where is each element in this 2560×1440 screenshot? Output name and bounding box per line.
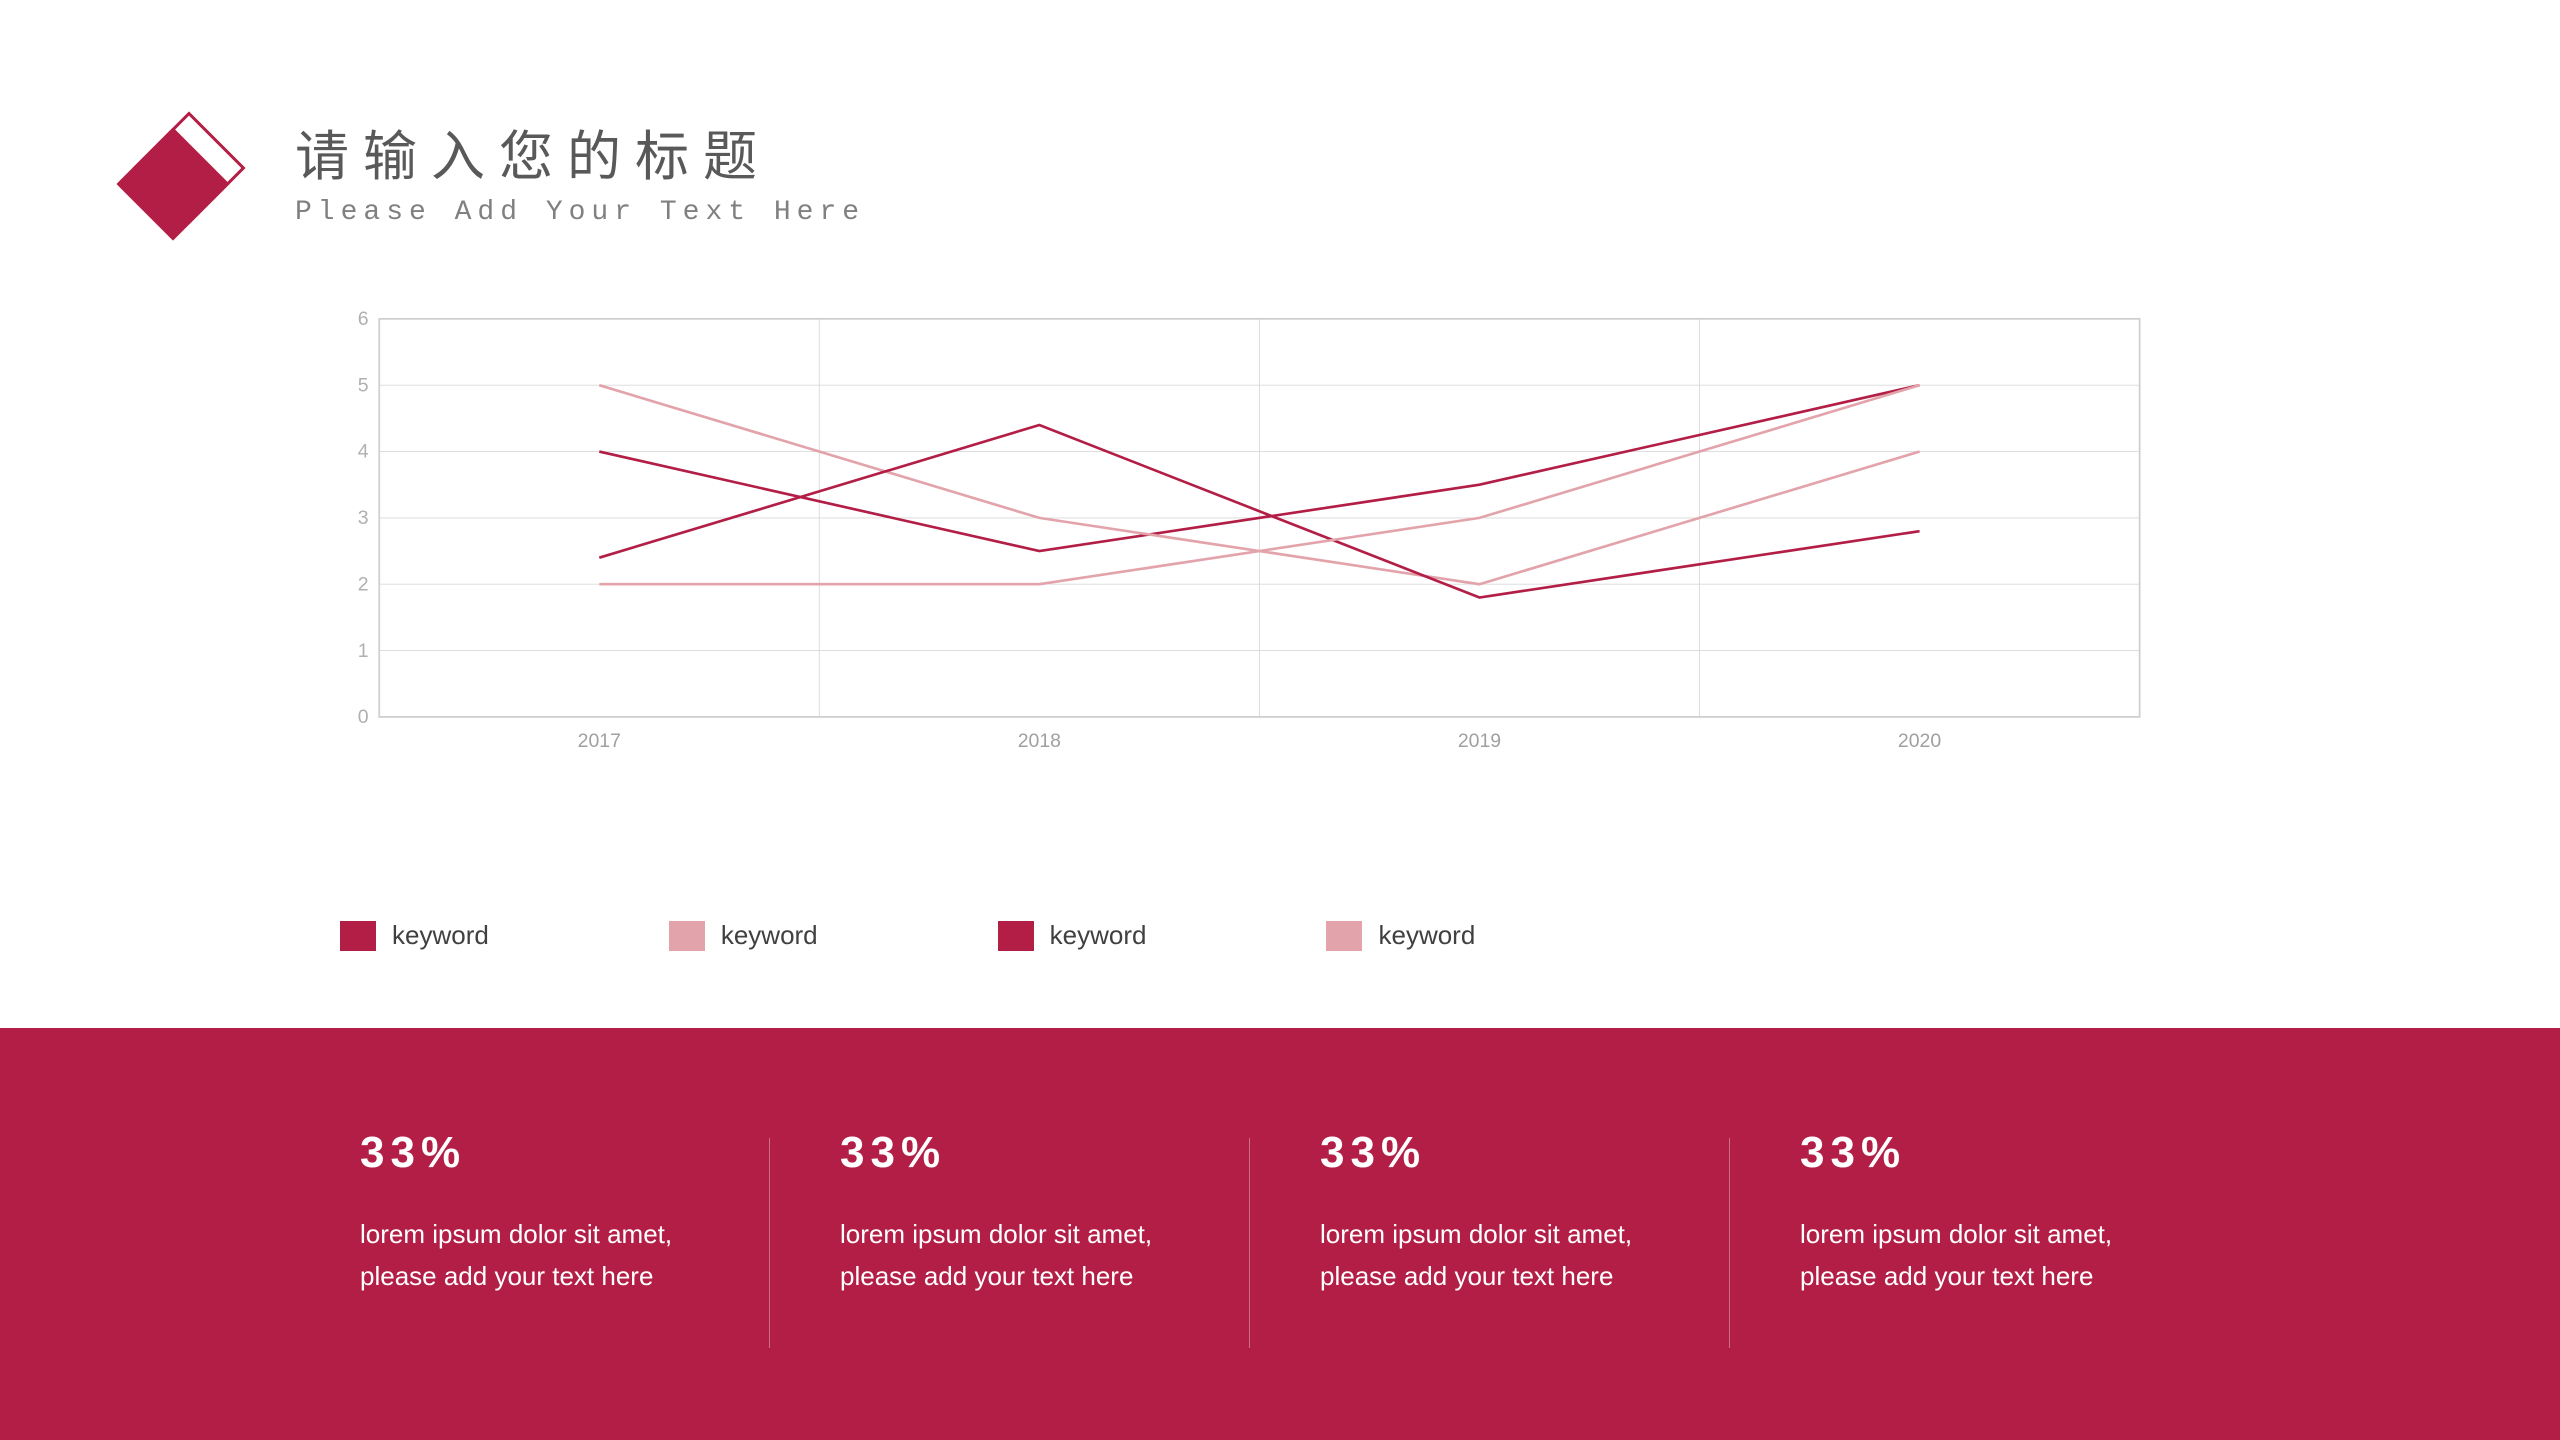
legend-item: keyword	[998, 920, 1147, 951]
logo-diamond-icon	[115, 110, 235, 230]
stat-value: 33%	[1800, 1128, 2150, 1178]
title-english: Please Add Your Text Here	[295, 197, 865, 228]
stat-column: 33% lorem ipsum dolor sit amet, please ad…	[1730, 1128, 2210, 1440]
stat-column: 33% lorem ipsum dolor sit amet, please ad…	[1250, 1128, 1730, 1440]
stats-footer: 33% lorem ipsum dolor sit amet, please ad…	[0, 1028, 2560, 1440]
line-chart: 0 1 2 3 4 5 6 2017 2018 2019 2020	[225, 310, 2285, 770]
svg-text:0: 0	[358, 706, 369, 728]
stat-column: 33% lorem ipsum dolor sit amet, please ad…	[770, 1128, 1250, 1440]
svg-text:5: 5	[358, 374, 369, 396]
stat-value: 33%	[360, 1128, 710, 1178]
legend-item: keyword	[669, 920, 818, 951]
stat-description: lorem ipsum dolor sit amet, please add y…	[1320, 1214, 1670, 1297]
legend-label: keyword	[721, 920, 818, 951]
stat-column: 33% lorem ipsum dolor sit amet, please ad…	[360, 1128, 770, 1440]
svg-text:2020: 2020	[1898, 730, 1941, 752]
svg-text:3: 3	[358, 507, 369, 529]
svg-text:2017: 2017	[578, 730, 621, 752]
legend-swatch	[669, 921, 705, 951]
stat-value: 33%	[1320, 1128, 1670, 1178]
legend-item: keyword	[340, 920, 489, 951]
legend-swatch	[1326, 921, 1362, 951]
legend-label: keyword	[392, 920, 489, 951]
title-block: 请输入您的标题 Please Add Your Text Here	[295, 112, 865, 228]
svg-text:2: 2	[358, 573, 369, 595]
svg-text:2019: 2019	[1458, 730, 1501, 752]
stat-description: lorem ipsum dolor sit amet, please add y…	[840, 1214, 1190, 1297]
svg-text:6: 6	[358, 310, 369, 330]
stat-description: lorem ipsum dolor sit amet, please add y…	[360, 1214, 710, 1297]
stat-description: lorem ipsum dolor sit amet, please add y…	[1800, 1214, 2150, 1297]
legend-label: keyword	[1050, 920, 1147, 951]
chart-svg: 0 1 2 3 4 5 6 2017 2018 2019 2020	[225, 310, 2285, 770]
svg-text:4: 4	[358, 441, 369, 463]
legend-swatch	[340, 921, 376, 951]
title-chinese: 请输入您的标题	[295, 112, 865, 191]
stat-value: 33%	[840, 1128, 1190, 1178]
legend-label: keyword	[1378, 920, 1475, 951]
svg-text:1: 1	[358, 640, 369, 662]
svg-text:2018: 2018	[1018, 730, 1061, 752]
legend-swatch	[998, 921, 1034, 951]
chart-legend: keyword keyword keyword keyword	[340, 920, 1475, 951]
header: 请输入您的标题 Please Add Your Text Here	[115, 110, 865, 230]
legend-item: keyword	[1326, 920, 1475, 951]
